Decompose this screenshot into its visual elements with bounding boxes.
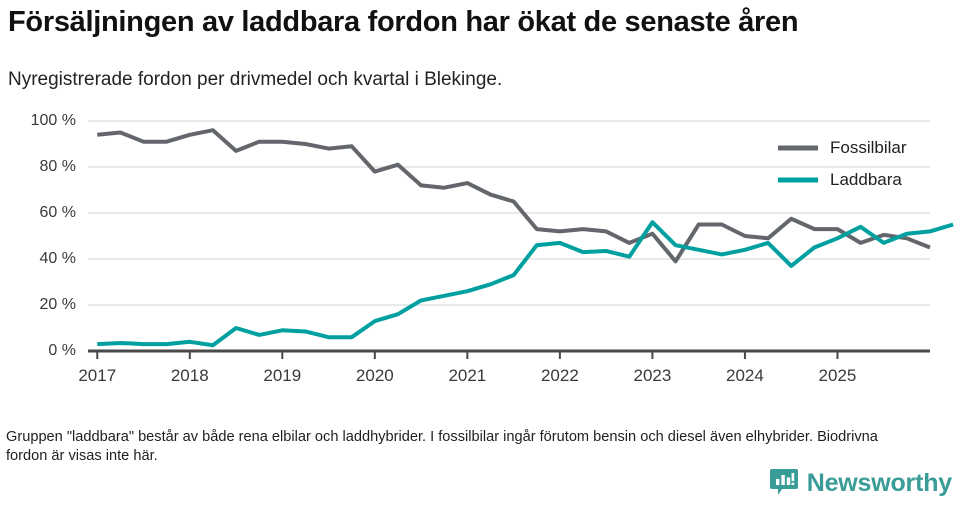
line-chart-svg — [88, 120, 954, 359]
series-line-laddbara — [97, 220, 954, 348]
newsworthy-logo: Newsworthy — [769, 468, 952, 498]
y-axis-tick-label: 40 % — [39, 250, 76, 267]
x-axis-tick-label: 2019 — [263, 366, 302, 385]
x-axis-tick-label: 2017 — [78, 366, 117, 385]
x-axis-tick-label: 2025 — [818, 366, 857, 385]
y-axis-tick-label: 60 % — [39, 204, 76, 221]
page-subtitle: Nyregistrerade fordon per drivmedel och … — [8, 69, 503, 90]
y-axis-tick-label: 80 % — [39, 158, 76, 175]
x-axis-tick-label: 2022 — [540, 366, 579, 385]
y-axis-tick-label: 100 % — [30, 112, 76, 129]
x-axis-tick-label: 2024 — [726, 366, 764, 385]
brand-name: Newsworthy — [806, 469, 952, 497]
legend-label-laddbara: Laddbara — [830, 170, 902, 189]
chart-footnote: Gruppen "laddbara" består av både rena e… — [6, 429, 878, 464]
y-axis-tick-label: 0 % — [48, 342, 76, 359]
chart-plot-area: 0 % 20 % 40 % 60 % 80 % 100 % 2017 2018 2019 202… — [0, 105, 960, 395]
series-line-fossilbilar — [97, 128, 931, 264]
legend-label-fossilbilar: Fossilbilar — [830, 138, 907, 157]
x-axis-tick-label: 2018 — [170, 366, 209, 385]
x-axis-tick-label: 2020 — [355, 366, 394, 385]
y-axis-tick-label: 20 % — [39, 296, 76, 313]
x-axis-tick-label: 2023 — [633, 366, 672, 385]
x-axis-tick-label: 2021 — [448, 366, 487, 385]
page-title: Försäljningen av laddbara fordon har öka… — [8, 6, 799, 38]
bar-chart-bubble-icon — [769, 466, 799, 501]
